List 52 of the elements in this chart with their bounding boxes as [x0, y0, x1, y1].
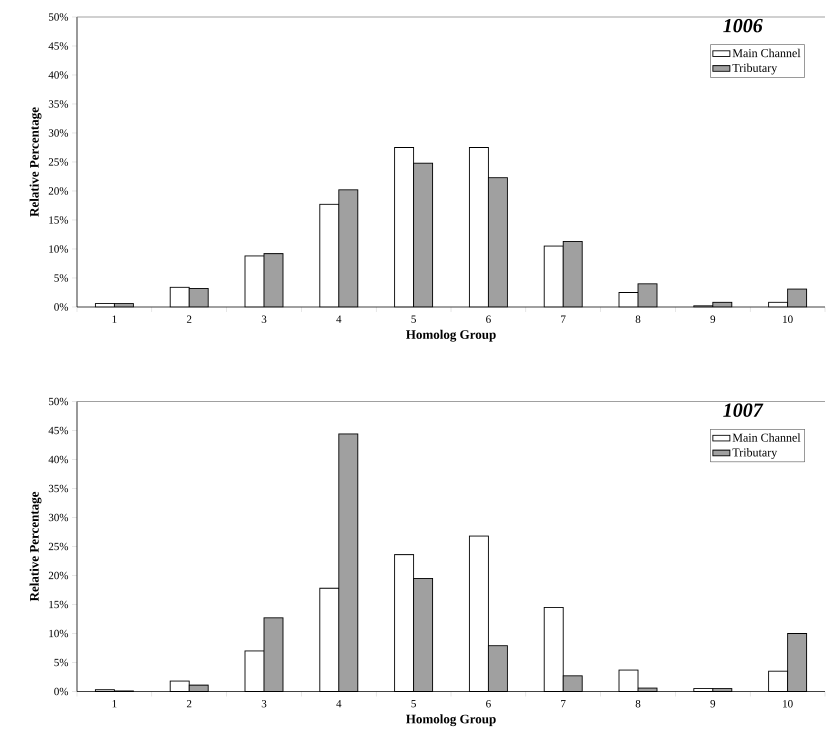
x-tick-label: 5	[412, 316, 416, 323]
y-tick-label: 45%	[48, 42, 68, 50]
y-tick-label: 10%	[49, 630, 68, 638]
x-tick-label: 6	[486, 316, 491, 323]
x-axis-title: Homolog Group	[406, 714, 496, 726]
y-tick-label: 15%	[49, 216, 68, 224]
x-tick-label: 4	[336, 700, 342, 708]
x-tick-label: 3	[262, 700, 266, 708]
x-tick-label: 2	[186, 316, 192, 323]
x-tick-label: 2	[186, 700, 192, 708]
y-tick-label: 25%	[48, 158, 68, 166]
y-tick-label: 10%	[49, 245, 68, 253]
x-tick-label: 9	[710, 700, 716, 708]
y-tick-label: 25%	[48, 542, 68, 550]
y-tick-label: 20%	[48, 572, 68, 580]
y-tick-label: 0%	[54, 688, 68, 696]
y-tick-label: 50%	[48, 13, 68, 21]
x-tick-label: 5	[412, 700, 416, 708]
y-tick-label: 20%	[48, 187, 68, 195]
y-tick-label: 0%	[54, 303, 68, 311]
y-tick-label: 45%	[48, 426, 68, 434]
y-axis-title: Relative Percentage	[30, 492, 42, 602]
y-tick-label: 50%	[48, 398, 68, 406]
x-tick-label: 4	[336, 316, 342, 323]
y-tick-label: 40%	[48, 71, 68, 79]
y-tick-label: 5%	[54, 658, 68, 666]
x-tick-label: 10	[783, 700, 793, 708]
x-tick-label: 9	[710, 316, 716, 323]
y-tick-label: 30%	[48, 129, 68, 137]
y-tick-label: 35%	[48, 484, 68, 492]
x-tick-label: 8	[636, 316, 640, 323]
legend-label: Main Channel	[732, 48, 800, 58]
x-tick-label: 1	[112, 316, 116, 323]
x-tick-label: 6	[486, 700, 491, 708]
legend-label: Tributary	[732, 64, 778, 74]
y-tick-label: 35%	[48, 100, 68, 108]
y-tick-label: 40%	[48, 456, 68, 464]
x-tick-label: 3	[262, 316, 266, 323]
chart-title: 1007	[723, 403, 764, 417]
y-tick-label: 5%	[54, 274, 68, 282]
chart-title: 1006	[723, 18, 763, 32]
x-axis-title: Homolog Group	[406, 330, 496, 342]
legend-label: Tributary	[732, 448, 778, 459]
y-tick-label: 30%	[48, 514, 68, 522]
y-axis-title: Relative Percentage	[30, 107, 42, 217]
legend-label: Main Channel	[732, 433, 800, 442]
x-tick-label: 7	[561, 316, 566, 323]
x-tick-label: 8	[636, 700, 640, 708]
x-tick-label: 1	[112, 700, 116, 708]
y-tick-label: 15%	[49, 600, 68, 608]
x-tick-label: 10	[783, 316, 793, 323]
x-tick-label: 7	[561, 700, 566, 708]
